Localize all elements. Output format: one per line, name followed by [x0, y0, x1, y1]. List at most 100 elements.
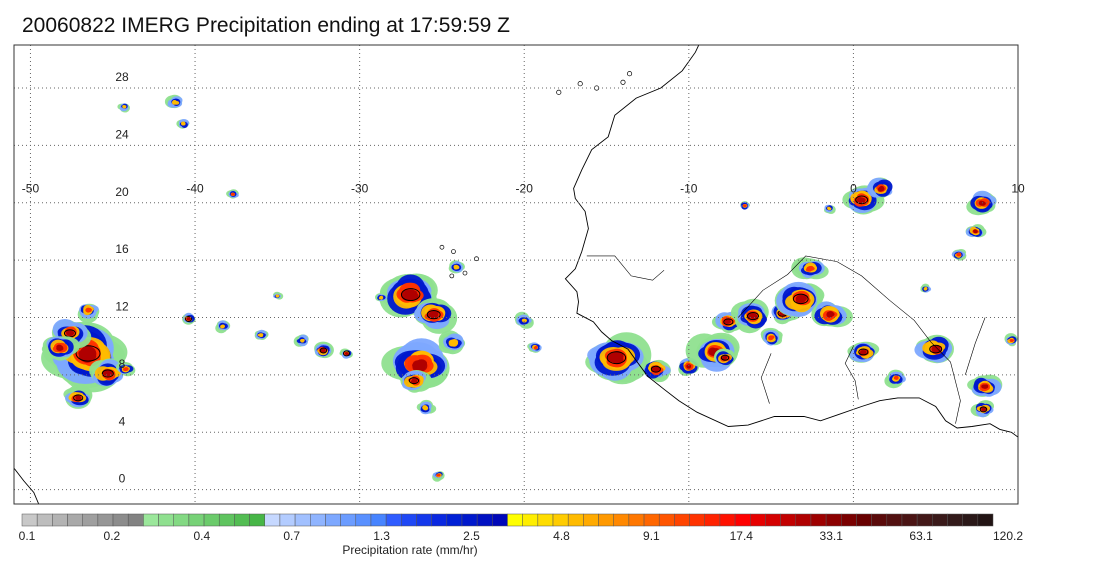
precip-cell: [951, 249, 967, 261]
colorbar-swatch: [750, 513, 766, 527]
precip-cell: [41, 336, 80, 361]
heavy-rain-contour: [723, 318, 734, 326]
lon-tick-label: -20: [516, 181, 534, 195]
island-outline: [449, 273, 455, 279]
precip-contour: [826, 311, 832, 316]
heavy-rain-contour: [650, 365, 662, 373]
precip-cell: [965, 224, 987, 238]
heavy-rain-contour: [746, 312, 760, 321]
heavy-rain-contour: [342, 350, 350, 357]
colorbar-swatch: [704, 513, 721, 527]
precip-cell: [448, 260, 465, 274]
lat-tick-label: 20: [115, 185, 129, 199]
precip-cell: [273, 291, 284, 300]
precip-contour: [723, 356, 727, 360]
precip-cell: [914, 334, 954, 364]
precip-cell: [77, 303, 100, 323]
island-outline: [620, 79, 626, 85]
river-line: [965, 317, 986, 375]
colorbar-swatch: [234, 513, 250, 527]
precip-contour: [454, 266, 459, 269]
colorbar-swatch: [901, 513, 918, 527]
island-outline: [439, 244, 445, 250]
precip-contour: [768, 336, 774, 340]
precip-contour: [321, 349, 326, 353]
precip-contour: [430, 310, 438, 318]
precip-contour: [75, 396, 81, 400]
precip-cell: [730, 298, 769, 334]
precip-contour: [181, 121, 186, 125]
precip-contour: [654, 366, 660, 372]
precip-contour: [85, 307, 92, 313]
precip-cell: [585, 332, 652, 385]
colorbar-swatch: [810, 513, 827, 527]
precip-cell: [51, 319, 92, 349]
precip-cell: [774, 281, 825, 317]
precip-contour: [300, 339, 305, 343]
colorbar-swatch: [401, 513, 417, 527]
colorbar-swatch: [598, 513, 614, 527]
colorbar: 0.1 0.2 0.4 0.7 1.3 2.5 4.8 9.1 17.4 33.1 63.1 120.…: [19, 513, 1023, 557]
colorbar-tick-label: 120.2: [993, 529, 1023, 543]
precip-contour: [534, 345, 538, 349]
precip-contour: [124, 367, 129, 371]
precip-cell: [254, 329, 269, 340]
precip-contour: [749, 313, 757, 318]
colorbar-swatch: [279, 513, 296, 527]
lon-tick-label: 0: [850, 181, 857, 195]
colorbar-swatch: [932, 513, 948, 527]
precip-cell: [176, 119, 190, 129]
precip-contour: [231, 193, 235, 196]
colorbar-swatch: [173, 513, 190, 527]
colorbar-swatch: [841, 513, 857, 527]
precip-cell: [791, 257, 829, 280]
colorbar-title: Precipitation rate (mm/hr): [342, 543, 477, 557]
colorbar-swatch: [492, 513, 508, 527]
colorbar-swatch: [795, 513, 812, 527]
colorbar-swatch: [522, 513, 539, 527]
precip-cell: [117, 103, 130, 113]
colorbar-swatch: [416, 513, 432, 527]
colorbar-swatch: [218, 513, 235, 527]
colorbar-swatch: [734, 513, 751, 527]
precip-contour: [171, 100, 178, 105]
colorbar-tick-label: 0.7: [283, 529, 300, 543]
precip-contour: [973, 230, 977, 233]
precip-cell: [824, 204, 836, 215]
precip-cell: [293, 334, 309, 347]
precip-cell: [966, 190, 997, 216]
lat-tick-label: 12: [115, 300, 129, 314]
precip-cell: [432, 471, 445, 482]
colorbar-swatch: [52, 513, 68, 527]
river-line: [844, 346, 859, 400]
precip-contour: [221, 325, 225, 328]
colorbar-swatch: [476, 513, 493, 527]
colorbar-swatch: [552, 513, 569, 527]
lon-tick-label: -40: [186, 181, 204, 195]
precip-cell: [514, 311, 534, 329]
colorbar-swatch: [97, 513, 114, 527]
colorbar-swatch: [112, 513, 129, 527]
heavy-rain-contour: [929, 344, 943, 354]
island-outline: [577, 81, 583, 87]
precip-cell: [63, 384, 93, 409]
colorbar-swatch: [203, 513, 220, 527]
precip-contour: [437, 474, 441, 477]
precip-cell: [375, 293, 387, 302]
precip-cell: [920, 283, 932, 293]
precip-cell: [116, 361, 136, 377]
precip-contour: [411, 377, 418, 383]
colorbar-swatch: [674, 513, 690, 527]
colorbar-tick-label: 4.8: [553, 529, 570, 543]
heavy-rain-contour: [184, 315, 192, 322]
lon-tick-label: -10: [680, 181, 698, 195]
river-line: [737, 255, 961, 424]
colorbar-swatch: [825, 513, 842, 527]
colorbar-swatch: [719, 513, 736, 527]
precip-contour: [860, 349, 866, 356]
river-line: [760, 353, 772, 404]
colorbar-swatch: [856, 513, 872, 527]
precip-cell: [760, 327, 783, 346]
precip-cell: [1004, 333, 1018, 347]
